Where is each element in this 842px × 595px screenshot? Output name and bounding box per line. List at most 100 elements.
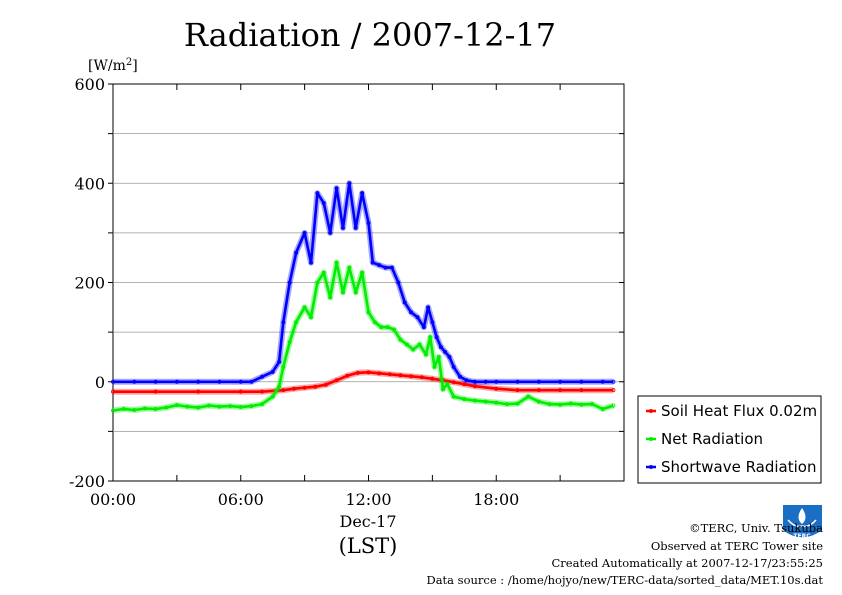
credit-observed: Observed at TERC Tower site	[651, 539, 823, 553]
data-point-soil-heat-flux-0-02m	[430, 376, 435, 381]
data-point-net-radiation	[347, 265, 352, 270]
data-point-soil-heat-flux-0-02m	[398, 373, 403, 378]
data-point-soil-heat-flux-0-02m	[196, 389, 201, 394]
data-point-net-radiation	[366, 310, 371, 315]
data-point-soil-heat-flux-0-02m	[334, 378, 339, 383]
data-point-net-radiation	[360, 270, 365, 275]
data-point-net-radiation	[340, 290, 345, 295]
data-point-shortwave-radiation	[111, 379, 116, 384]
data-point-net-radiation	[111, 408, 116, 413]
data-point-net-radiation	[590, 402, 595, 407]
data-point-soil-heat-flux-0-02m	[558, 388, 563, 393]
data-point-net-radiation	[404, 342, 409, 347]
data-point-shortwave-radiation	[389, 265, 394, 270]
data-point-soil-heat-flux-0-02m	[291, 386, 296, 391]
terc-logo: TERC	[783, 505, 822, 540]
data-point-net-radiation	[379, 325, 384, 330]
data-point-shortwave-radiation	[472, 379, 477, 384]
data-point-soil-heat-flux-0-02m	[419, 375, 424, 380]
data-point-net-radiation	[428, 335, 433, 340]
data-point-soil-heat-flux-0-02m	[355, 370, 360, 375]
y-tick-label: 400	[74, 174, 105, 193]
data-point-net-radiation	[277, 384, 282, 389]
x-tick-label: 00:00	[90, 490, 136, 509]
data-point-shortwave-radiation	[328, 230, 333, 235]
x-tick-label: 12:00	[345, 490, 391, 509]
data-point-shortwave-radiation	[238, 379, 243, 384]
data-point-net-radiation	[398, 337, 403, 342]
data-point-net-radiation	[302, 305, 307, 310]
data-point-net-radiation	[445, 382, 450, 387]
data-point-shortwave-radiation	[370, 260, 375, 265]
data-point-shortwave-radiation	[421, 325, 426, 330]
data-point-net-radiation	[217, 404, 222, 409]
data-point-soil-heat-flux-0-02m	[260, 389, 265, 394]
data-point-shortwave-radiation	[294, 250, 299, 255]
data-point-shortwave-radiation	[434, 335, 439, 340]
data-point-net-radiation	[547, 402, 552, 407]
legend-box	[637, 395, 822, 484]
data-point-net-radiation	[238, 405, 243, 410]
data-point-soil-heat-flux-0-02m	[462, 382, 467, 387]
data-point-shortwave-radiation	[430, 320, 435, 325]
credit-copyright: ©TERC, Univ. Tsukuba	[689, 521, 823, 535]
data-point-soil-heat-flux-0-02m	[323, 382, 328, 387]
data-point-shortwave-radiation	[366, 220, 371, 225]
data-point-net-radiation	[392, 327, 397, 332]
data-point-net-radiation	[411, 347, 416, 352]
data-point-shortwave-radiation	[611, 379, 616, 384]
data-point-shortwave-radiation	[270, 369, 275, 374]
series-layer	[111, 180, 616, 414]
data-point-net-radiation	[417, 342, 422, 347]
data-point-shortwave-radiation	[579, 379, 584, 384]
data-point-shortwave-radiation	[396, 280, 401, 285]
data-point-net-radiation	[294, 320, 299, 325]
data-point-net-radiation	[432, 364, 437, 369]
data-point-soil-heat-flux-0-02m	[281, 388, 286, 393]
data-point-soil-heat-flux-0-02m	[313, 384, 318, 389]
y-axis-ticks: -200 0 200 400 600	[69, 75, 624, 491]
series-line-net-radiation	[112, 261, 614, 412]
data-point-shortwave-radiation	[132, 379, 137, 384]
data-point-net-radiation	[600, 407, 605, 412]
data-point-net-radiation	[185, 404, 190, 409]
data-point-shortwave-radiation	[260, 374, 265, 379]
data-point-shortwave-radiation	[353, 225, 358, 230]
data-point-shortwave-radiation	[515, 379, 520, 384]
data-point-shortwave-radiation	[426, 305, 431, 310]
data-point-net-radiation	[462, 397, 467, 402]
data-point-soil-heat-flux-0-02m	[387, 372, 392, 377]
data-point-shortwave-radiation	[415, 315, 420, 320]
data-point-shortwave-radiation	[277, 359, 282, 364]
series-line-soil-heat-flux-0-02m	[113, 370, 614, 394]
data-point-net-radiation	[504, 402, 509, 407]
data-point-shortwave-radiation	[360, 191, 365, 196]
data-point-shortwave-radiation	[443, 349, 448, 354]
data-point-net-radiation	[558, 402, 563, 407]
data-point-net-radiation	[132, 408, 137, 413]
data-point-net-radiation	[353, 290, 358, 295]
series-line-shortwave-radiation	[113, 182, 614, 384]
svg-text:TERC: TERC	[793, 533, 811, 540]
data-point-shortwave-radiation	[153, 379, 158, 384]
legend-label-shortwave-radiation: Shortwave Radiation	[661, 458, 817, 476]
y-tick-label: -200	[69, 472, 105, 491]
data-point-shortwave-radiation	[340, 225, 345, 230]
data-point-shortwave-radiation	[383, 265, 388, 270]
data-point-shortwave-radiation	[464, 378, 469, 383]
data-point-net-radiation	[451, 394, 456, 399]
data-point-shortwave-radiation	[302, 230, 307, 235]
data-point-shortwave-radiation	[321, 201, 326, 206]
data-point-soil-heat-flux-0-02m	[111, 389, 116, 394]
data-point-shortwave-radiation	[174, 379, 179, 384]
data-point-net-radiation	[536, 399, 541, 404]
legend-label-soil-heat-flux-0-02m: Soil Heat Flux 0.02m	[661, 402, 817, 420]
data-point-shortwave-radiation	[438, 345, 443, 350]
data-point-net-radiation	[472, 398, 477, 403]
data-point-soil-heat-flux-0-02m	[451, 380, 456, 385]
data-point-shortwave-radiation	[287, 280, 292, 285]
x-tick-label: 18:00	[473, 490, 519, 509]
data-point-net-radiation	[441, 387, 446, 392]
data-point-net-radiation	[515, 401, 520, 406]
data-point-soil-heat-flux-0-02m	[377, 371, 382, 376]
